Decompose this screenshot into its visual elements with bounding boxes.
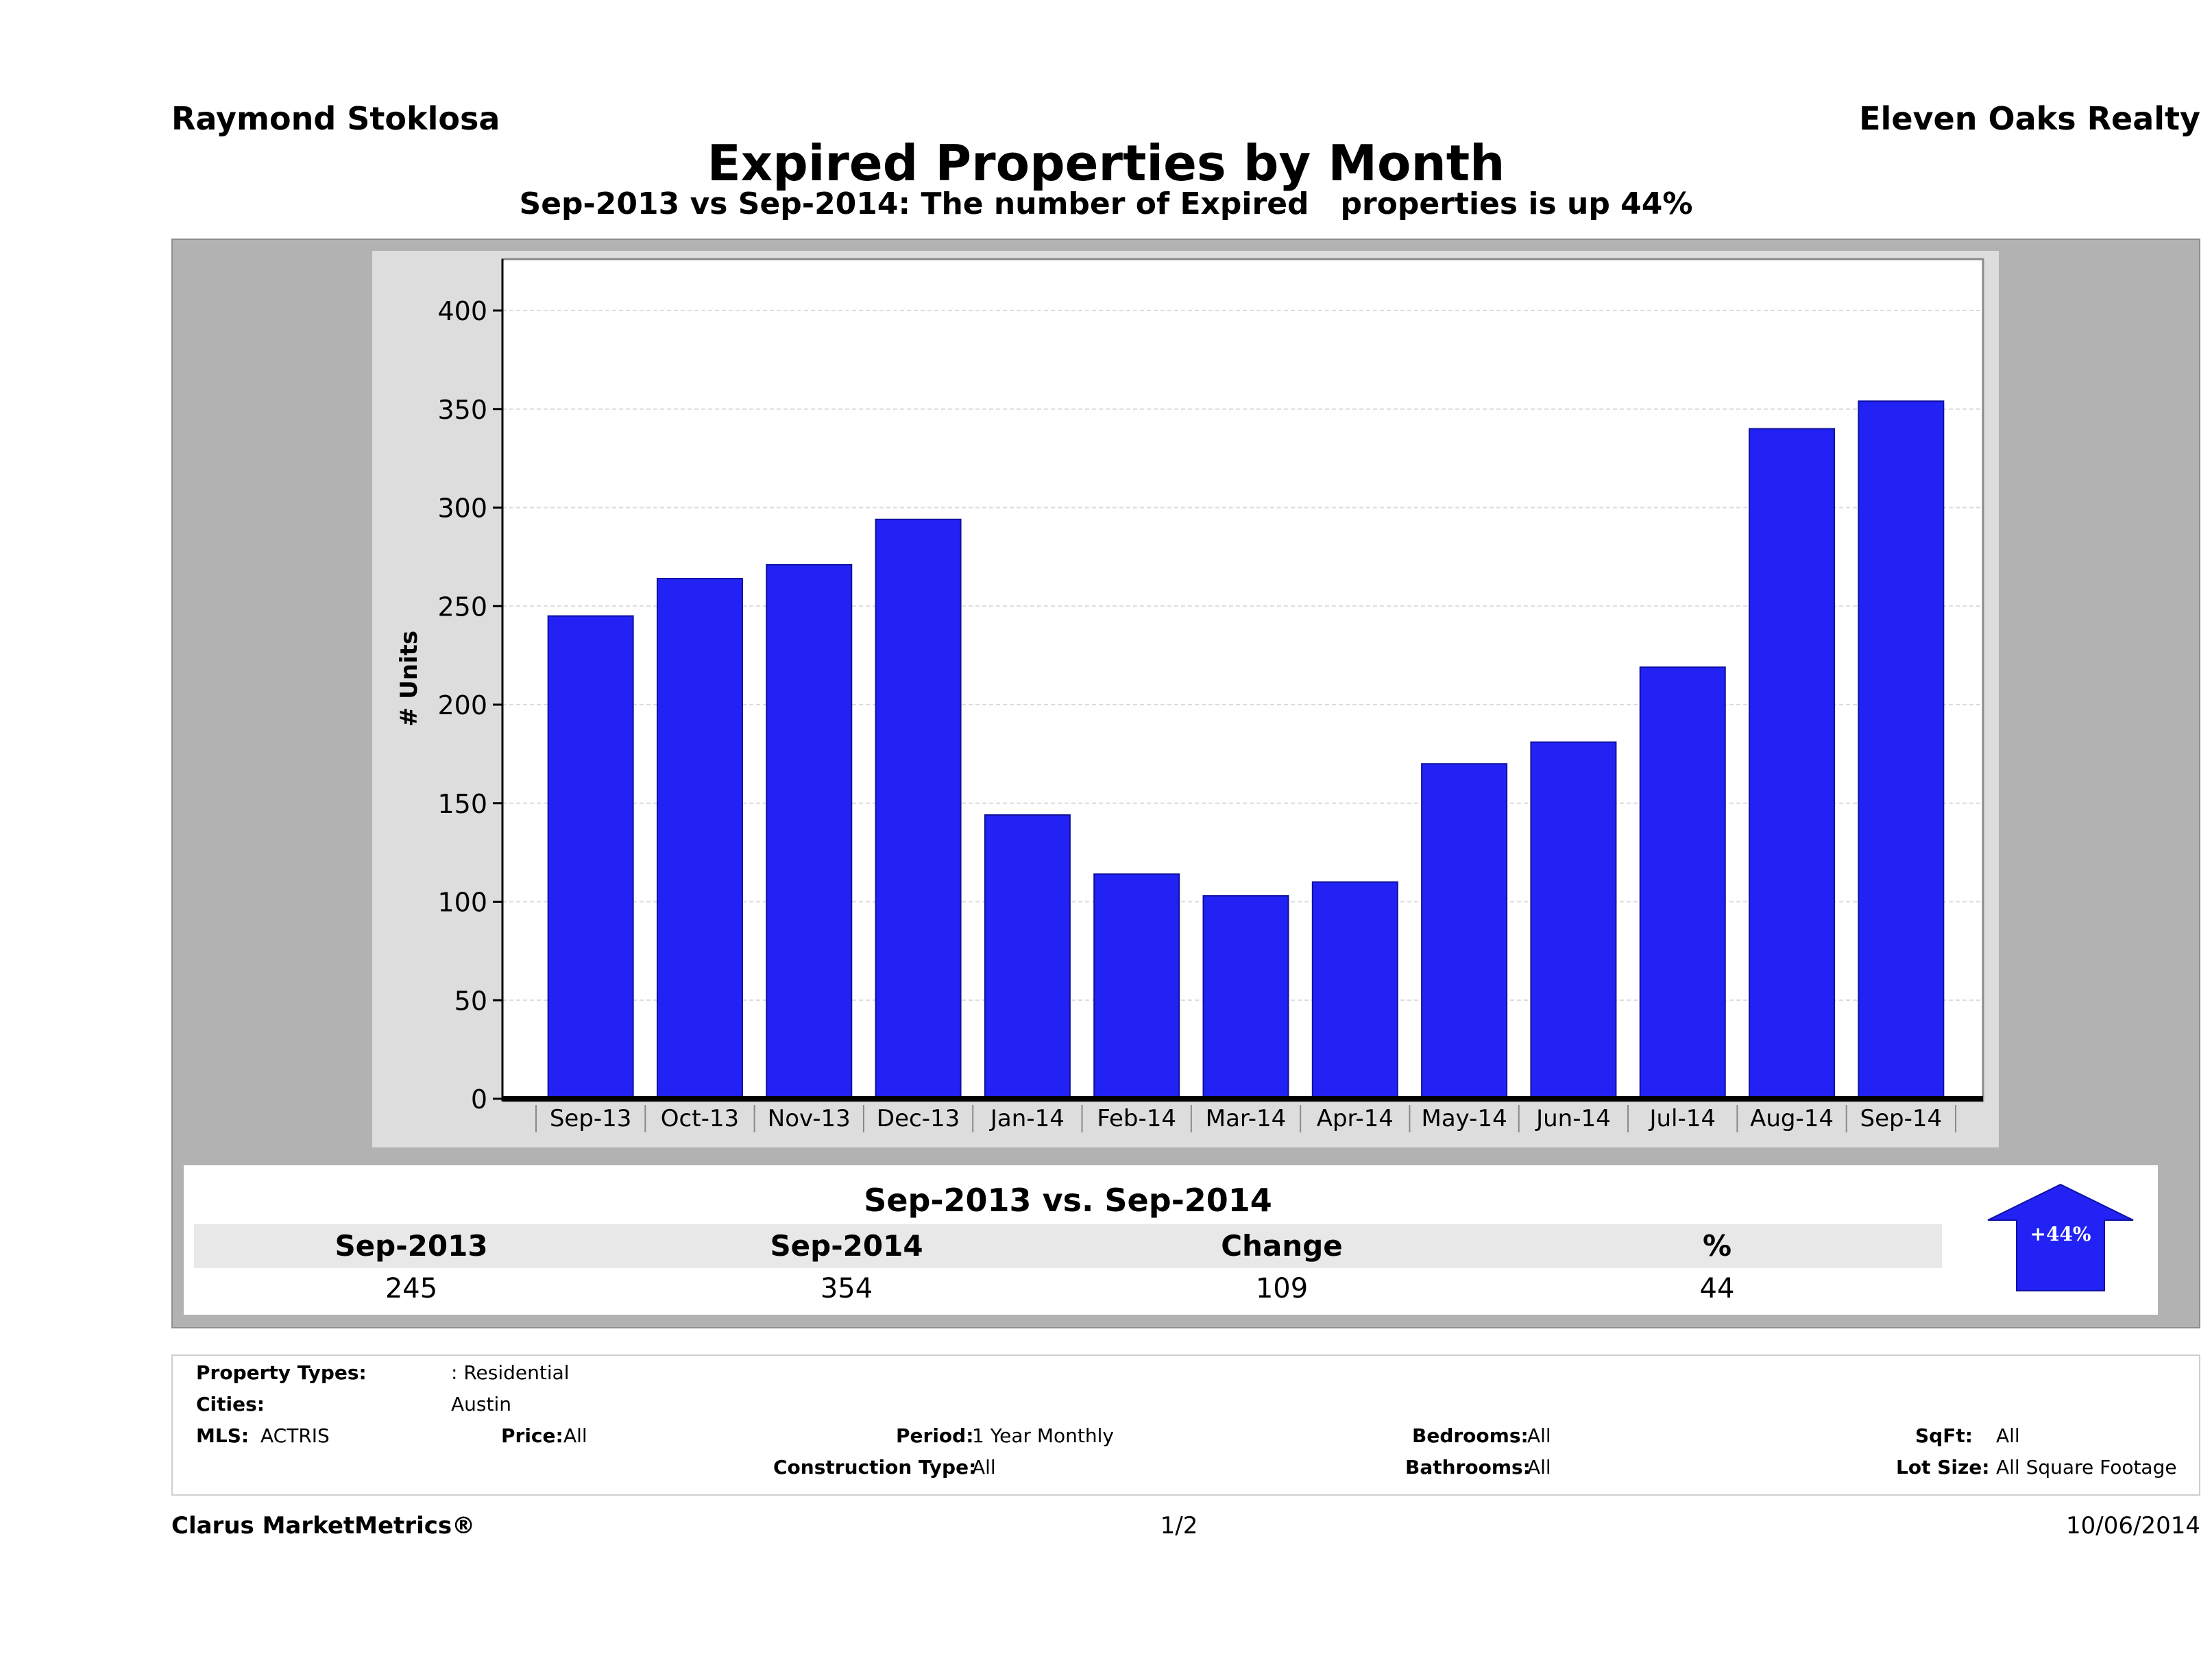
x-tick-label: Sep-14 xyxy=(1860,1105,1943,1132)
summary-header-row xyxy=(194,1224,1942,1268)
price-value: All xyxy=(563,1424,587,1447)
period-value: 1 Year Monthly xyxy=(972,1424,1115,1447)
bar-nov-13 xyxy=(766,563,853,1099)
x-tick-label: Nov-13 xyxy=(768,1105,851,1132)
chart-title: Expired Properties by Month xyxy=(707,134,1505,192)
x-tick-label: Apr-14 xyxy=(1317,1105,1394,1132)
report-date: 10/06/2014 xyxy=(2066,1512,2200,1540)
bar-aug-14 xyxy=(1749,428,1836,1099)
construction-type-value: All xyxy=(972,1456,996,1479)
lot-size-label: Lot Size: xyxy=(1896,1456,1990,1479)
bars xyxy=(547,400,1945,1099)
y-tick-label: 300 xyxy=(437,494,487,524)
x-tick-label: Jan-14 xyxy=(989,1105,1065,1132)
summary-value-row xyxy=(194,1269,1942,1308)
bathrooms-label: Bathrooms: xyxy=(1405,1456,1531,1479)
summary-value-sep2013: 245 xyxy=(385,1273,438,1304)
bedrooms-value: All xyxy=(1527,1424,1551,1447)
mls-label: MLS: xyxy=(196,1424,250,1447)
lot-size-value: All Square Footage xyxy=(1996,1456,2177,1479)
agent-name: Raymond Stoklosa xyxy=(171,100,500,137)
x-tick-label: Sep-13 xyxy=(550,1105,632,1132)
y-tick-label: 250 xyxy=(437,592,487,622)
y-tick-label: 0 xyxy=(471,1084,487,1115)
page-number: 1/2 xyxy=(1160,1512,1198,1540)
x-tick-label: Dec-13 xyxy=(877,1105,960,1132)
property-types-value: : Residential xyxy=(451,1361,570,1384)
bar-may-14 xyxy=(1421,763,1508,1099)
bar-chart: 0 50 100 150 200 250 300 350 400 Sep-13 Oct-13 Nov… xyxy=(396,258,1984,1132)
x-axis-ticks: Sep-13 Oct-13 Nov-13 Dec-13 Jan-14 Feb-14 Mar-… xyxy=(535,1105,1956,1132)
summary-value-sep2014: 354 xyxy=(820,1273,873,1304)
x-tick-label: Mar-14 xyxy=(1206,1105,1287,1132)
bar-jul-14 xyxy=(1639,666,1726,1099)
bar-sep-13 xyxy=(547,615,634,1099)
period-label: Period: xyxy=(896,1424,974,1447)
y-tick-label: 200 xyxy=(437,690,487,720)
bar-oct-13 xyxy=(656,578,743,1099)
y-tick-label: 50 xyxy=(454,986,487,1016)
y-tick-label: 100 xyxy=(437,888,487,918)
construction-type-label: Construction Type: xyxy=(773,1456,977,1479)
bar-dec-13 xyxy=(875,518,962,1099)
summary-title: Sep-2013 vs. Sep-2014 xyxy=(194,1178,1942,1223)
x-tick-label: Jun-14 xyxy=(1535,1105,1611,1132)
grid-lines xyxy=(502,310,1983,1001)
summary-header-percent: % xyxy=(1702,1229,1732,1263)
bar-apr-14 xyxy=(1311,881,1398,1099)
bar-jan-14 xyxy=(984,814,1071,1099)
cities-label: Cities: xyxy=(196,1393,265,1415)
bar-feb-14 xyxy=(1093,873,1180,1099)
sqft-value: All xyxy=(1996,1424,2020,1447)
summary-value-percent: 44 xyxy=(1699,1273,1735,1304)
x-tick-label: May-14 xyxy=(1421,1105,1507,1132)
y-tick-label: 400 xyxy=(437,296,487,326)
bathrooms-value: All xyxy=(1527,1456,1551,1479)
summary-value-change: 109 xyxy=(1255,1273,1309,1304)
brokerage-name: Eleven Oaks Realty xyxy=(1859,100,2200,137)
summary-header-sep2013: Sep-2013 xyxy=(335,1229,488,1263)
property-types-label: Property Types: xyxy=(196,1361,367,1384)
product-name: Clarus MarketMetrics® xyxy=(171,1512,476,1540)
x-tick-label: Oct-13 xyxy=(661,1105,739,1132)
filter-panel xyxy=(171,1354,2200,1496)
bar-sep-14 xyxy=(1858,400,1945,1099)
sqft-label: SqFt: xyxy=(1915,1424,1973,1447)
bedrooms-label: Bedrooms: xyxy=(1412,1424,1529,1447)
summary-header-change: Change xyxy=(1221,1229,1343,1263)
cities-value: Austin xyxy=(451,1393,511,1415)
summary-header-sep2014: Sep-2014 xyxy=(770,1229,923,1263)
mls-value: ACTRIS xyxy=(260,1424,330,1447)
x-tick-label: Jul-14 xyxy=(1648,1105,1716,1132)
y-tick-label: 150 xyxy=(437,789,487,819)
price-label: Price: xyxy=(501,1424,563,1447)
change-badge-label: +44% xyxy=(2030,1223,2091,1245)
y-tick-label: 350 xyxy=(437,395,487,425)
bar-jun-14 xyxy=(1530,741,1617,1099)
y-axis-label: # Units xyxy=(396,631,423,727)
x-tick-label: Feb-14 xyxy=(1097,1105,1176,1132)
chart-subtitle: Sep-2013 vs Sep-2014: The number of Expi… xyxy=(519,186,1693,221)
up-arrow-icon: +44% xyxy=(1987,1183,2134,1291)
bar-mar-14 xyxy=(1202,895,1289,1099)
y-axis-ticks: 0 50 100 150 200 250 300 350 400 xyxy=(437,296,502,1115)
x-tick-label: Aug-14 xyxy=(1750,1105,1834,1132)
